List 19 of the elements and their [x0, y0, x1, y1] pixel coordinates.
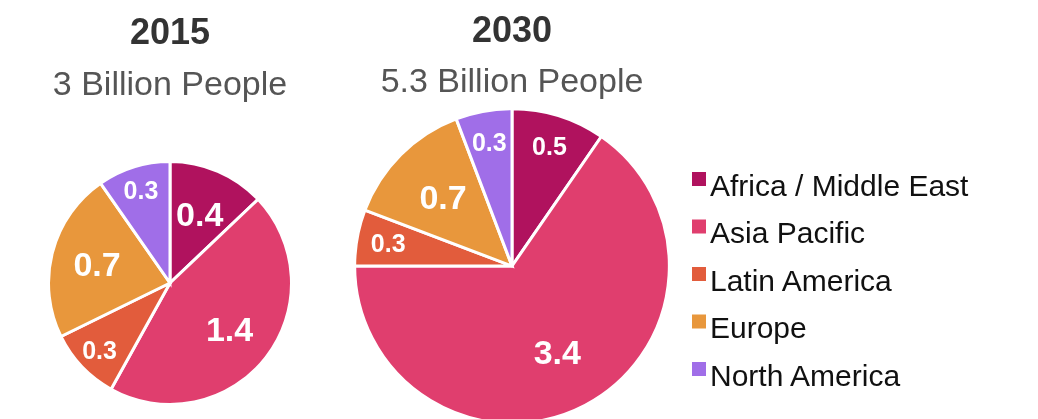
chart-title: 2030	[471, 9, 553, 50]
legend-label: Europe	[710, 311, 807, 344]
chart-title: 2015	[129, 11, 211, 52]
data-label: 3.4	[533, 333, 582, 372]
data-label: 0.4	[176, 194, 224, 233]
data-label: 0.3	[123, 176, 159, 205]
data-label: 0.3	[82, 335, 117, 364]
legend-label: Africa / Middle East	[710, 168, 970, 202]
data-label: 0.3	[471, 127, 507, 156]
data-label: 0.7	[73, 245, 121, 284]
chart-subtitle: 5.3 Billion People	[380, 61, 644, 99]
chart-subtitle: 3 Billion People	[52, 64, 288, 102]
data-label: 0.7	[419, 177, 467, 216]
legend-label: Asia Pacific	[710, 216, 866, 249]
data-label: 0.3	[370, 229, 406, 258]
data-label: 1.4	[205, 310, 254, 349]
legend-label: North America	[710, 358, 901, 392]
data-label: 0.5	[532, 131, 567, 160]
legend-label: Latin America	[710, 263, 893, 297]
